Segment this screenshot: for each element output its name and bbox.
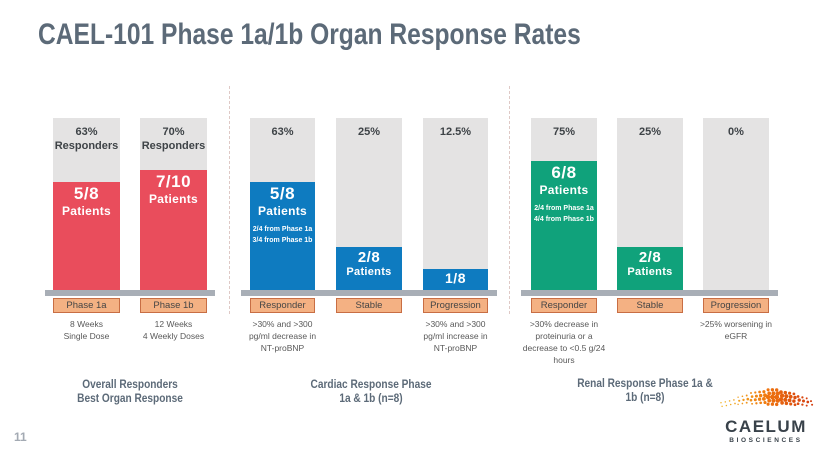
- pct-value: 63%: [271, 126, 294, 138]
- patients-word: Patients: [61, 203, 112, 218]
- baseline: [521, 290, 778, 296]
- bar-track: 70% Responders 7/10 Patients: [140, 118, 207, 290]
- bar-column-cardiac-progression: 12.5% 1/8 Progression >30% and >300 pg/m…: [423, 118, 488, 358]
- dose-note: 8 Weeks Single Dose: [63, 319, 110, 341]
- patients-count: 7/10: [155, 171, 192, 191]
- patients-count: 5/8: [269, 183, 296, 203]
- bar-track: 75% 6/8 Patients 2/4 from Phase 1a 4/4 f…: [531, 118, 597, 290]
- caption-cardiac: Cardiac Response Phase 1a & 1b (n=8): [292, 378, 450, 406]
- phase-breakdown-line: 2/4 from Phase 1a: [252, 225, 313, 233]
- criteria-note: >25% worsening in eGFR: [699, 319, 773, 341]
- axis-label-stable: Stable: [336, 298, 402, 313]
- axis-label-phase-1a: Phase 1a: [53, 298, 120, 313]
- phase-breakdown-line: 3/4 from Phase 1b: [252, 236, 313, 244]
- bar-column-renal-responder: 75% 6/8 Patients 2/4 from Phase 1a 4/4 f…: [523, 118, 605, 365]
- pct-value: 75%: [552, 126, 576, 138]
- slide-title: CAEL-101 Phase 1a/1b Organ Response Rate…: [38, 18, 581, 51]
- axis-label-responder: Responder: [531, 298, 597, 313]
- pct-value: 70%: [162, 126, 185, 138]
- criteria-note: >30% and >300 pg/ml decrease in NT-proBN…: [248, 319, 317, 353]
- caelum-logo-name: CAELUM: [725, 417, 807, 436]
- patients-count: 2/8: [638, 249, 662, 266]
- caelum-logo: CAELUM BIOSCIENCES: [716, 388, 816, 445]
- phase-breakdown-line: 4/4 from Phase 1b: [534, 216, 594, 223]
- group-separator: [509, 86, 510, 314]
- pct-value: 25%: [638, 126, 662, 138]
- bar-column-cardiac-responder: 63% 5/8 Patients 2/4 from Phase 1a 3/4 f…: [249, 118, 316, 358]
- pct-label: 12.5%: [423, 118, 488, 139]
- bar-column-cardiac-stable: 25% 2/8 Patients Stable: [336, 118, 402, 358]
- bar-column-renal-progression: 0% Progression >25% worsening in eGFR: [700, 118, 772, 358]
- bar-fill: 5/8 Patients: [53, 181, 120, 290]
- caelum-logo-wave: [720, 388, 814, 408]
- patients-word: Patients: [148, 191, 199, 206]
- pct-value: 63%: [75, 126, 98, 138]
- caption-line: Overall Responders: [82, 379, 178, 391]
- bar-track: 63% Responders 5/8 Patients: [53, 118, 120, 290]
- group-separator: [229, 86, 230, 314]
- bar-track: 25% 2/8 Patients: [336, 118, 402, 290]
- caption-line: Best Organ Response: [77, 393, 183, 405]
- caption-renal: Renal Response Phase 1a & 1b (n=8): [557, 377, 733, 405]
- bar-column-phase-1b: 70% Responders 7/10 Patients Phase 1b 12…: [140, 118, 207, 358]
- phase-breakdown: 2/4 from Phase 1a 3/4 from Phase 1b: [250, 224, 315, 246]
- baseline: [45, 290, 215, 296]
- caption-line: Renal Response Phase 1a &: [577, 378, 713, 390]
- axis-label-phase-1b: Phase 1b: [140, 298, 207, 313]
- pct-label: 70% Responders: [140, 118, 207, 153]
- axis-label-stable: Stable: [617, 298, 683, 313]
- pct-label: 0%: [703, 118, 769, 139]
- caption-line: 1b (n=8): [625, 392, 665, 404]
- axis-label-progression: Progression: [423, 298, 488, 313]
- pct-value: 0%: [728, 126, 744, 138]
- caption-line: 1a & 1b (n=8): [339, 393, 403, 405]
- criteria-note: >30% decrease in proteinuria or a decrea…: [522, 319, 606, 365]
- axis-label-responder: Responder: [250, 298, 315, 313]
- pct-sub: Responders: [141, 140, 206, 152]
- pct-label: 63%: [250, 118, 315, 139]
- bar-fill: 5/8 Patients 2/4 from Phase 1a 3/4 from …: [250, 181, 315, 290]
- bar-column-renal-stable: 25% 2/8 Patients Stable: [617, 118, 683, 358]
- bar-fill: 7/10 Patients: [140, 169, 207, 290]
- patients-word: Patients: [627, 266, 673, 278]
- pct-value: 25%: [357, 126, 381, 138]
- bar-fill: 1/8: [423, 268, 488, 290]
- bar-fill: 2/8 Patients: [617, 247, 683, 290]
- patients-word: Patients: [539, 183, 589, 197]
- bar-column-phase-1a: 63% Responders 5/8 Patients Phase 1a 8 W…: [53, 118, 120, 358]
- bar-track: 63% 5/8 Patients 2/4 from Phase 1a 3/4 f…: [250, 118, 315, 290]
- page-number: 11: [14, 430, 27, 444]
- pct-label: 75%: [531, 118, 597, 139]
- patients-word: Patients: [257, 203, 308, 218]
- pct-label: 25%: [336, 118, 402, 139]
- caption-overall: Overall Responders Best Organ Response: [51, 378, 209, 406]
- bar-fill: 6/8 Patients 2/4 from Phase 1a 4/4 from …: [531, 161, 597, 290]
- criteria-note: >30% and >300 pg/ml increase in NT-proBN…: [423, 319, 488, 353]
- bar-fill: 2/8 Patients: [336, 247, 402, 290]
- axis-label-progression: Progression: [703, 298, 769, 313]
- caption-line: Cardiac Response Phase: [310, 379, 432, 391]
- pct-label: 63% Responders: [53, 118, 120, 153]
- patients-count: 2/8: [357, 249, 381, 266]
- baseline: [241, 290, 497, 296]
- pct-value: 12.5%: [439, 126, 472, 138]
- dose-note: 12 Weeks 4 Weekly Doses: [142, 319, 205, 341]
- caelum-logo-sub: BIOSCIENCES: [729, 437, 803, 444]
- pct-sub: Responders: [54, 140, 119, 152]
- phase-breakdown-line: 2/4 from Phase 1a: [534, 205, 594, 212]
- patients-count: 5/8: [73, 183, 100, 203]
- patients-count: 1/8: [445, 269, 466, 286]
- patients-count: 6/8: [551, 163, 577, 182]
- bar-track: 25% 2/8 Patients: [617, 118, 683, 290]
- bar-track: 0%: [703, 118, 769, 290]
- phase-breakdown: 2/4 from Phase 1a 4/4 from Phase 1b: [531, 203, 597, 225]
- bar-track: 12.5% 1/8: [423, 118, 488, 290]
- pct-label: 25%: [617, 118, 683, 139]
- patients-word: Patients: [346, 266, 392, 278]
